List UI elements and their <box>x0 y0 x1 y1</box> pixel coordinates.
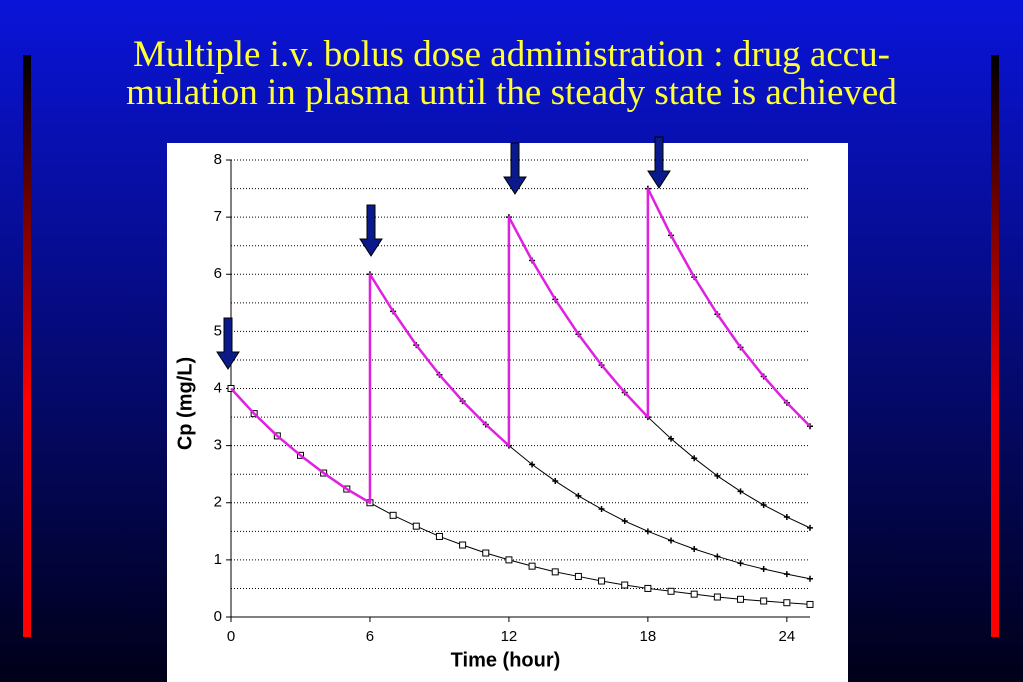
marker <box>575 492 582 499</box>
x-tick-label: 18 <box>640 628 657 645</box>
title-line: mulation in plasma until the steady stat… <box>126 72 897 113</box>
dose-arrow <box>216 317 240 370</box>
marker <box>412 522 420 530</box>
marker <box>505 556 513 564</box>
marker <box>598 577 606 585</box>
side-bar <box>991 55 999 637</box>
marker <box>389 511 397 519</box>
marker <box>737 488 744 495</box>
x-tick-label: 6 <box>366 628 374 645</box>
marker <box>482 549 490 557</box>
chart-panel <box>167 143 848 682</box>
x-axis-label: Time (hour) <box>451 649 561 671</box>
marker <box>529 461 536 468</box>
marker <box>667 587 675 595</box>
marker <box>691 455 698 462</box>
dose-arrow <box>359 204 383 257</box>
dose-arrow <box>647 136 671 189</box>
marker <box>668 435 675 442</box>
marker <box>691 546 698 553</box>
marker <box>459 541 467 549</box>
marker <box>807 423 813 430</box>
marker <box>552 478 559 485</box>
marker <box>783 599 791 607</box>
slide-title: Multiple i.v. bolus dose administration … <box>0 36 1023 112</box>
marker <box>760 566 767 573</box>
marker <box>737 560 744 567</box>
y-axis-label: Cp (mg/L) <box>174 357 196 450</box>
y-tick-label: 1 <box>214 551 222 568</box>
marker <box>737 595 745 603</box>
side-bar <box>23 55 31 637</box>
marker <box>714 472 721 479</box>
marker <box>807 524 813 531</box>
marker <box>435 532 443 540</box>
y-tick-label: 6 <box>214 265 222 282</box>
y-tick-label: 5 <box>214 322 222 339</box>
y-tick-label: 8 <box>214 151 222 168</box>
marker <box>598 506 605 513</box>
y-tick-label: 2 <box>214 494 222 511</box>
y-tick-label: 0 <box>214 608 222 625</box>
marker <box>807 575 813 582</box>
marker <box>644 584 652 592</box>
marker <box>713 593 721 601</box>
marker <box>621 581 629 589</box>
y-tick-label: 7 <box>214 208 222 225</box>
marker <box>574 572 582 580</box>
x-tick-label: 24 <box>778 628 795 645</box>
x-tick-label: 0 <box>227 628 235 645</box>
marker <box>690 590 698 598</box>
marker <box>760 502 767 509</box>
marker <box>783 514 790 521</box>
marker <box>528 562 536 570</box>
dose-arrow <box>503 142 527 195</box>
marker <box>806 600 814 608</box>
y-tick-label: 3 <box>214 437 222 454</box>
marker <box>644 528 651 535</box>
y-tick-label: 4 <box>214 379 222 396</box>
marker <box>668 537 675 544</box>
series-line <box>230 187 811 504</box>
title-line: Multiple i.v. bolus dose administration … <box>132 34 890 75</box>
marker <box>783 571 790 578</box>
marker <box>714 553 721 560</box>
x-tick-label: 12 <box>501 628 518 645</box>
marker <box>621 518 628 525</box>
marker <box>551 568 559 576</box>
marker <box>760 597 768 605</box>
